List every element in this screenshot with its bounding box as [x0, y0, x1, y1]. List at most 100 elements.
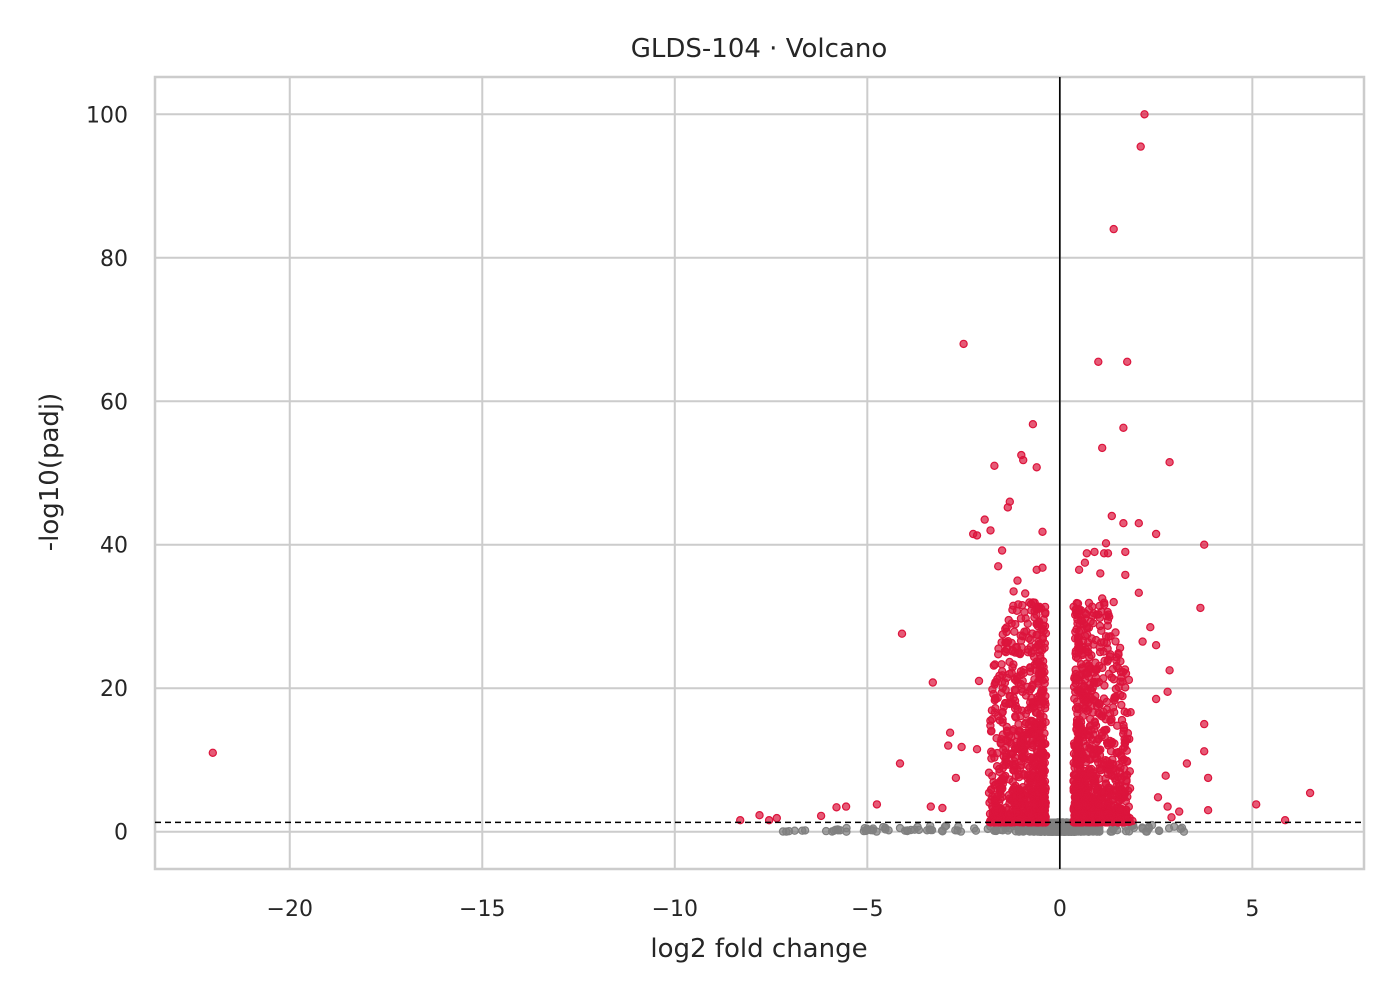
significant-point: [1022, 733, 1031, 743]
significant-point: [998, 671, 1007, 680]
significant-point: [1027, 648, 1036, 658]
significant-point: [1138, 637, 1147, 646]
nonsignificant-point: [914, 825, 924, 835]
significant-point: [1199, 719, 1209, 729]
significant-point: [1074, 648, 1083, 657]
significant-point: [1122, 777, 1131, 786]
significant-point: [1075, 748, 1085, 758]
significant-point: [1003, 728, 1012, 737]
significant-point: [1196, 603, 1205, 613]
significant-point: [957, 742, 966, 752]
significant-point: [1003, 503, 1013, 512]
significant-point: [1305, 788, 1315, 798]
significant-point: [1199, 747, 1209, 756]
significant-point: [1203, 806, 1213, 815]
significant-point: [1115, 804, 1125, 814]
significant-point: [1104, 783, 1113, 792]
significant-point: [1087, 602, 1097, 611]
significant-point: [1182, 759, 1192, 768]
significant-point: [1070, 794, 1080, 803]
significant-point: [1039, 817, 1049, 826]
significant-point: [1120, 665, 1130, 674]
x-axis-ticks: −20 −15 −10 −5 0 5: [267, 897, 1260, 922]
nonsignificant-point: [881, 823, 890, 833]
y-tick-label: 60: [100, 390, 128, 415]
significant-point: [832, 803, 841, 812]
x-tick-label: 0: [1053, 897, 1067, 922]
significant-point: [1020, 589, 1030, 598]
significant-point: [1102, 725, 1111, 735]
y-tick-label: 40: [100, 534, 128, 559]
x-tick-label: −15: [459, 897, 505, 922]
significant-point: [1119, 519, 1128, 528]
significant-point: [1009, 693, 1018, 703]
significant-point: [1095, 601, 1104, 611]
significant-point: [1011, 745, 1021, 754]
significant-point: [1028, 778, 1037, 787]
significant-point: [1117, 756, 1127, 765]
nonsignificant-point: [1042, 826, 1052, 835]
significant-point: [1116, 785, 1126, 794]
significant-point: [1111, 628, 1120, 637]
significant-point: [755, 811, 764, 820]
significant-point: [1203, 773, 1213, 783]
significant-point: [974, 676, 984, 686]
nonsignificant-point: [991, 826, 1001, 836]
significant-point: [1089, 696, 1098, 705]
significant-point: [208, 748, 217, 758]
nonsignificant-point: [937, 826, 947, 835]
significant-point: [999, 772, 1009, 782]
significant-point: [1038, 632, 1048, 642]
significant-point: [872, 800, 882, 809]
significant-point: [994, 562, 1003, 571]
significant-point: [1099, 674, 1108, 683]
significant-point: [1088, 770, 1097, 780]
significant-point: [1103, 644, 1112, 653]
nonsignificant-point: [800, 826, 810, 835]
y-tick-label: 80: [100, 247, 128, 272]
significant-point: [993, 693, 1002, 703]
x-tick-label: 5: [1245, 897, 1259, 922]
nonsignificant-point: [1179, 827, 1189, 836]
significant-point: [1136, 142, 1145, 151]
significant-point: [1082, 692, 1091, 701]
y-tick-label: 0: [114, 821, 128, 846]
significant-point: [1103, 616, 1113, 625]
significant-point: [1001, 624, 1010, 634]
nonsignificant-point: [971, 826, 981, 835]
significant-point: [1091, 635, 1101, 645]
significant-point: [1092, 664, 1102, 674]
significant-point: [988, 685, 997, 694]
significant-point: [972, 745, 982, 754]
significant-point: [1039, 712, 1048, 722]
significant-point: [1073, 615, 1082, 624]
significant-point: [1071, 687, 1080, 697]
significant-point: [1071, 755, 1081, 764]
significant-point: [1083, 669, 1093, 678]
significant-point: [1035, 651, 1045, 660]
x-tick-label: −5: [851, 897, 883, 922]
significant-point: [1090, 792, 1100, 801]
nonsignificant-point: [782, 827, 791, 836]
plot-frame: [153, 75, 1366, 871]
significant-point: [1126, 708, 1135, 717]
nonsignificant-point: [906, 825, 916, 835]
y-tick-label: 100: [86, 103, 128, 128]
significant-point: [1094, 746, 1104, 755]
significant-point: [1035, 602, 1044, 612]
significant-point: [841, 802, 851, 811]
significant-point: [1124, 675, 1134, 685]
significant-point: [1038, 527, 1047, 537]
significant-point: [1153, 793, 1163, 802]
significant-point: [992, 734, 1001, 743]
significant-point: [1025, 663, 1035, 672]
significant-point: [998, 708, 1007, 718]
significant-point: [1088, 611, 1097, 620]
significant-point: [945, 728, 955, 737]
significant-point: [1071, 675, 1080, 684]
significant-point: [1010, 760, 1020, 769]
significant-point: [1082, 623, 1092, 633]
significant-point: [991, 704, 1000, 713]
significant-point: [1008, 647, 1017, 656]
nonsignificant-point: [1164, 824, 1174, 833]
